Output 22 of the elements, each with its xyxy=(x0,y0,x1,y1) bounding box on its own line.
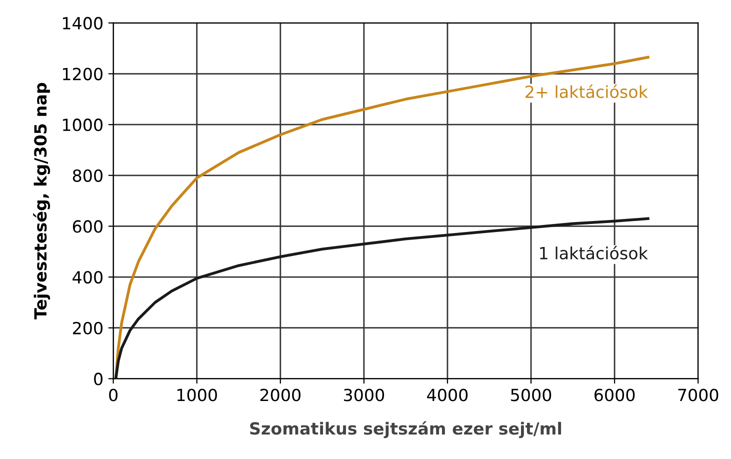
x-axis-title: Szomatikus sejtszám ezer sejt/ml xyxy=(250,421,562,438)
x-tick-label: 2000 xyxy=(260,388,300,402)
x-tick-label: 3000 xyxy=(344,388,384,402)
x-tick-label: 0 xyxy=(109,388,118,402)
x-tick-label: 1000 xyxy=(177,388,217,402)
series-label: 2+ laktációsok xyxy=(526,84,648,98)
y-tick-label: 1000 xyxy=(62,118,102,132)
x-tick-label: 6000 xyxy=(594,388,635,402)
x-tick-label: 7000 xyxy=(678,388,718,402)
y-tick-label: 400 xyxy=(72,271,102,284)
y-tick-label: 0 xyxy=(94,372,102,386)
line-series xyxy=(114,217,650,379)
y-axis-title: Tejveszteség, kg/305 nap xyxy=(33,82,50,320)
series-label: 1 laktációsok xyxy=(540,246,648,260)
x-tick-label: 4000 xyxy=(427,388,468,402)
y-tick-label: 800 xyxy=(72,169,102,182)
y-tick-label: 1400 xyxy=(62,16,102,30)
x-tick-label: 5000 xyxy=(511,388,552,402)
line-series xyxy=(114,56,650,379)
y-tick-label: 200 xyxy=(72,322,102,334)
y-tick-label: 1200 xyxy=(62,68,102,80)
y-tick-label: 600 xyxy=(72,220,102,233)
